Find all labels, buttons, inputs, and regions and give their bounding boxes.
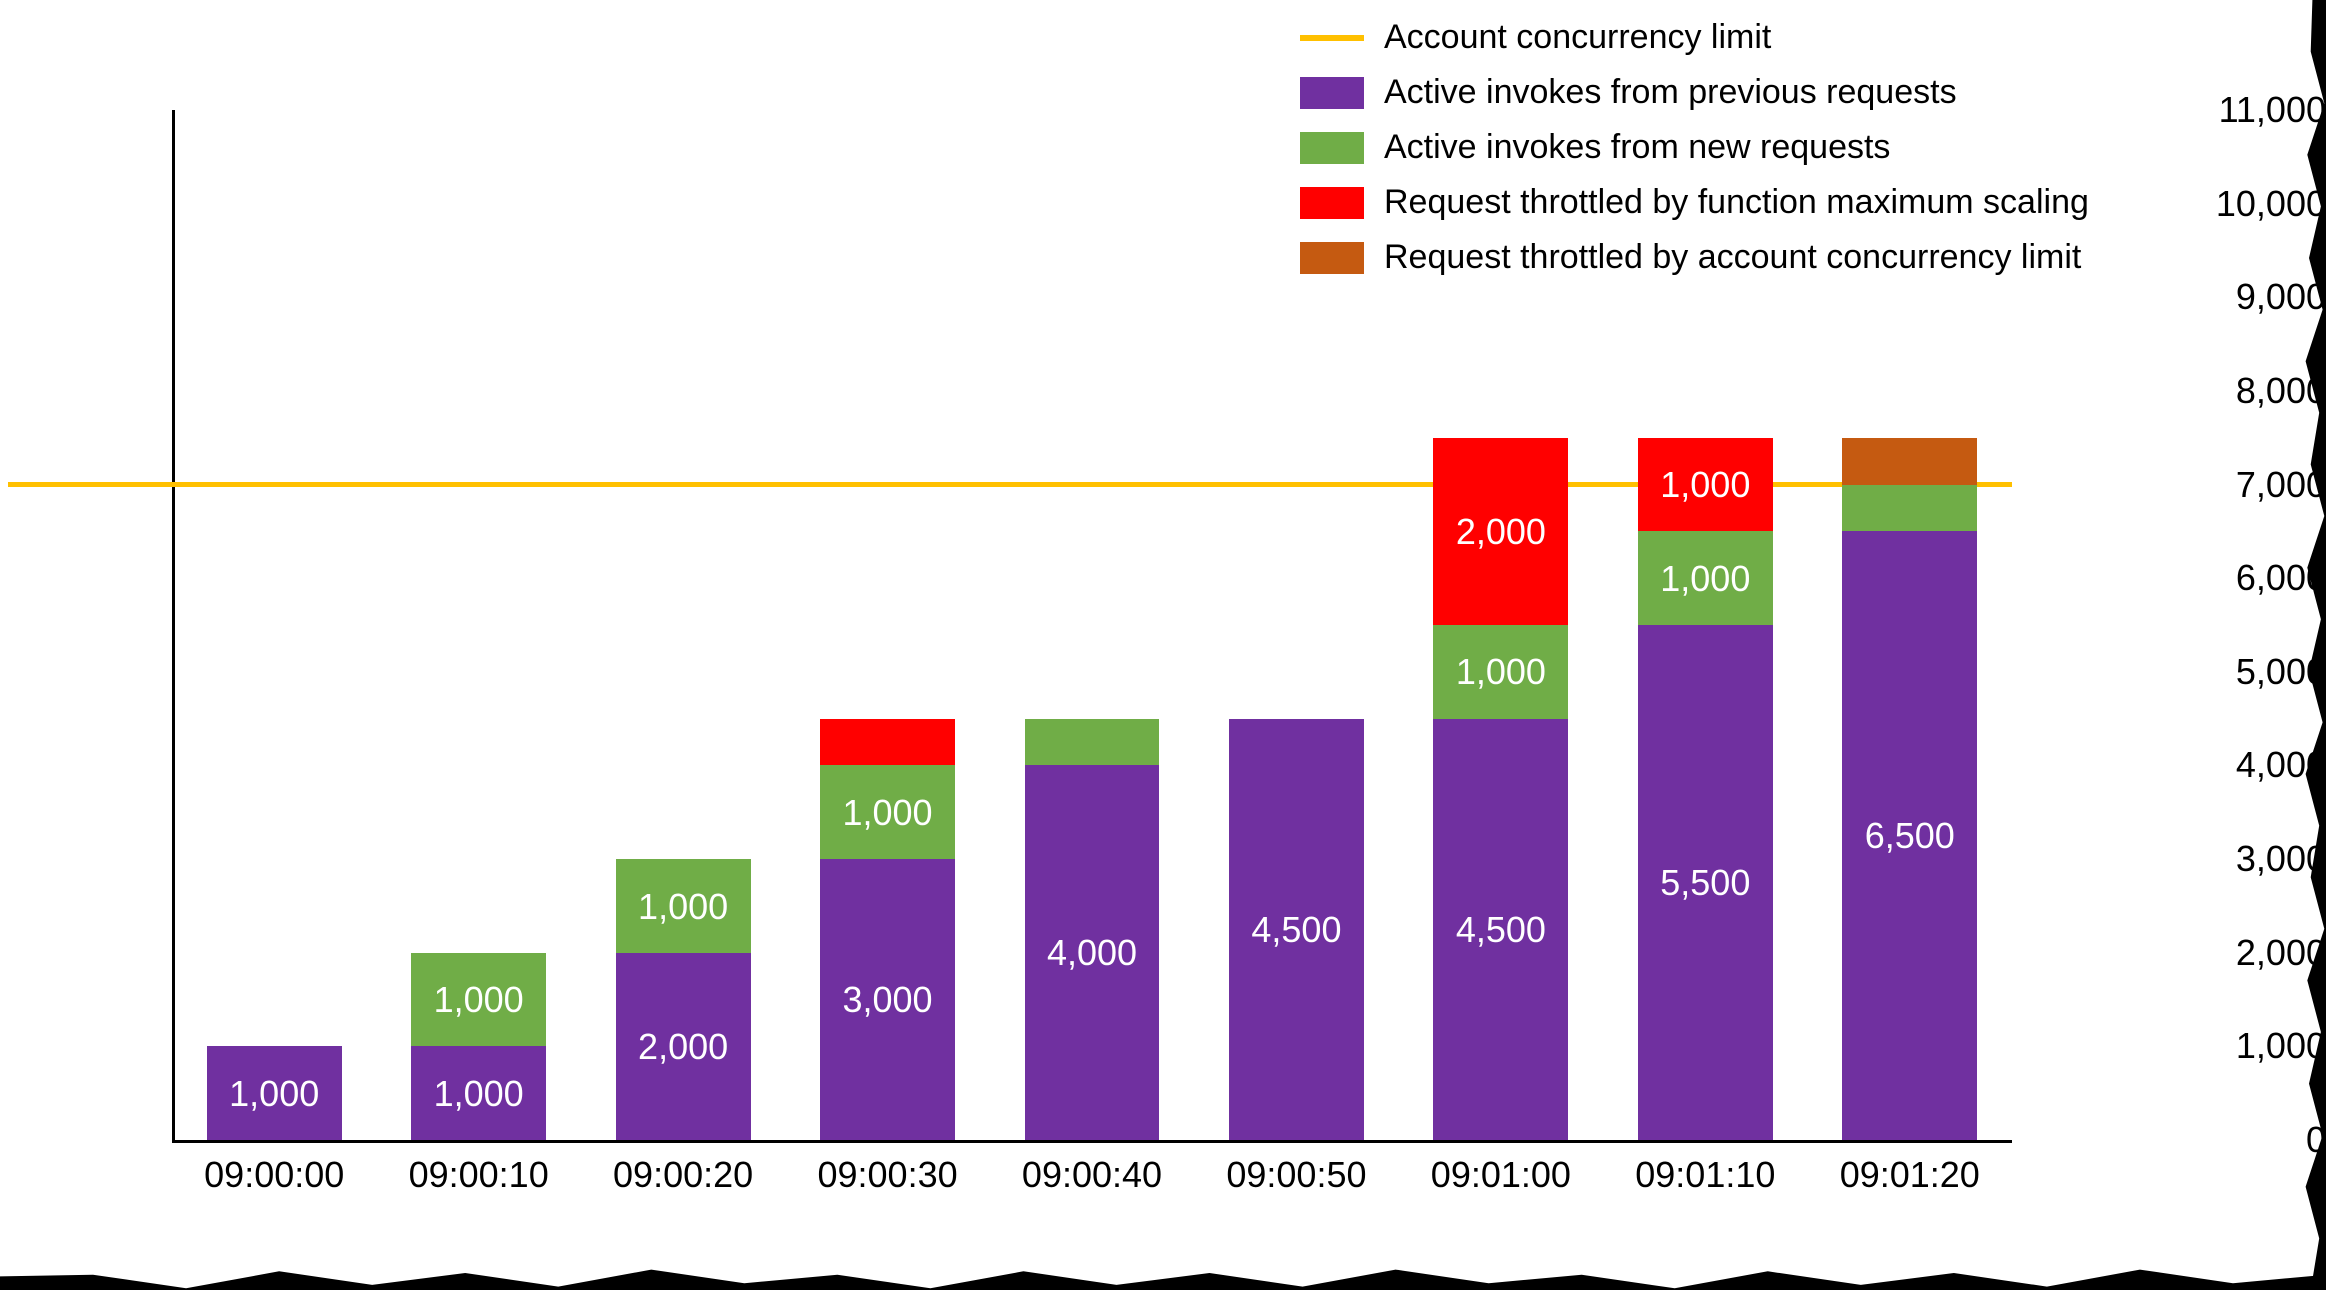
- bar-segment-label: 500: [820, 678, 955, 720]
- y-axis: [172, 110, 175, 1140]
- bar-segment-label: 5,500: [1638, 862, 1773, 904]
- x-tick-label: 09:01:00: [1431, 1154, 1571, 1196]
- chart-container: 0 1,000 2,000 3,000 4,000 5,000 6,000 7,000 8,00…: [0, 0, 2326, 1290]
- bar-group: 4,000500: [1025, 719, 1160, 1140]
- y-tick-label: 3,000: [2172, 838, 2326, 880]
- x-tick-label: 09:00:00: [204, 1154, 344, 1196]
- x-tick-label: 09:00:40: [1022, 1154, 1162, 1196]
- legend-item: Account concurrency limit: [1300, 18, 2089, 57]
- bar-group: 6,500500500: [1842, 438, 1977, 1140]
- x-axis: [172, 1140, 2012, 1143]
- legend-label: Account concurrency limit: [1384, 18, 1771, 57]
- legend-box-icon: [1300, 77, 1364, 109]
- x-tick-label: 09:00:20: [613, 1154, 753, 1196]
- legend-label: Request throttled by function maximum sc…: [1384, 183, 2089, 222]
- x-tick-label: 09:00:50: [1226, 1154, 1366, 1196]
- y-tick-label: 11,000: [2172, 89, 2326, 131]
- y-tick-label: 10,000: [2172, 183, 2326, 225]
- y-tick-label: 5,000: [2172, 651, 2326, 693]
- bar-segment-label: 3,000: [820, 979, 955, 1021]
- legend-box-icon: [1300, 132, 1364, 164]
- y-tick-label: 7,000: [2172, 464, 2326, 506]
- bar-segment-label: 2,000: [1433, 511, 1568, 553]
- legend-box-icon: [1300, 187, 1364, 219]
- y-tick-label: 1,000: [2172, 1025, 2326, 1067]
- bar-group: 2,000 1,000: [616, 859, 751, 1140]
- bar-segment-label: 1,000: [207, 1073, 342, 1115]
- bar-segment-new: [1842, 485, 1977, 532]
- bar-segment-label: 4,500: [1229, 909, 1364, 951]
- x-tick-label: 09:00:10: [409, 1154, 549, 1196]
- legend-item: Request throttled by account concurrency…: [1300, 238, 2089, 277]
- legend-label: Active invokes from previous requests: [1384, 73, 1957, 112]
- bar-segment-label: 6,500: [1842, 815, 1977, 857]
- y-tick-label: 4,000: [2172, 744, 2326, 786]
- bar-group: 5,500 1,000 1,000: [1638, 438, 1773, 1140]
- legend-item: Request throttled by function maximum sc…: [1300, 183, 2089, 222]
- bar-group: 3,0001,000500: [820, 719, 955, 1140]
- bar-segment-label: 500: [1025, 678, 1160, 720]
- bar-segment-label: 2,000: [616, 1026, 751, 1068]
- x-tick-label: 09:01:10: [1635, 1154, 1775, 1196]
- y-tick-label: 9,000: [2172, 276, 2326, 318]
- bar-segment-label: 500: [1842, 398, 1977, 440]
- bar-segment-label: 1,000: [820, 792, 955, 834]
- bar-segment-label: 1,000: [1638, 558, 1773, 600]
- bar-segment-label: 4,000: [1025, 932, 1160, 974]
- legend: Account concurrency limit Active invokes …: [1300, 18, 2089, 293]
- x-tick-label: 09:00:30: [817, 1154, 957, 1196]
- bar-segment-label: 1,000: [411, 979, 546, 1021]
- legend-line-icon: [1300, 35, 1364, 41]
- legend-item: Active invokes from new requests: [1300, 128, 2089, 167]
- bar-segment-label: 4,500: [1433, 909, 1568, 951]
- bar-group: 1,000 1,000: [411, 953, 546, 1140]
- y-tick-label: 2,000: [2172, 932, 2326, 974]
- bar-group: 4,500: [1229, 719, 1364, 1140]
- y-tick-label: 6,000: [2172, 557, 2326, 599]
- torn-edge-bottom: [0, 1256, 2326, 1290]
- legend-item: Active invokes from previous requests: [1300, 73, 2089, 112]
- bar-segment-new: [1025, 719, 1160, 766]
- legend-label: Active invokes from new requests: [1384, 128, 1890, 167]
- bar-segment-tfunc: [820, 719, 955, 766]
- bar-group: 4,500 1,000 2,000: [1433, 438, 1568, 1140]
- legend-box-icon: [1300, 242, 1364, 274]
- bar-segment-label: 1,000: [616, 886, 751, 928]
- legend-label: Request throttled by account concurrency…: [1384, 238, 2081, 277]
- bar-segment-label: 1,000: [411, 1073, 546, 1115]
- x-tick-label: 09:01:20: [1840, 1154, 1980, 1196]
- bar-segment-label: 1,000: [1433, 651, 1568, 693]
- y-tick-label: 8,000: [2172, 370, 2326, 412]
- bar-group: 1,000: [207, 1046, 342, 1140]
- bar-segment-label: 1,000: [1638, 464, 1773, 506]
- y-tick-label: 0: [2172, 1119, 2326, 1161]
- bar-segment-tacct: [1842, 438, 1977, 485]
